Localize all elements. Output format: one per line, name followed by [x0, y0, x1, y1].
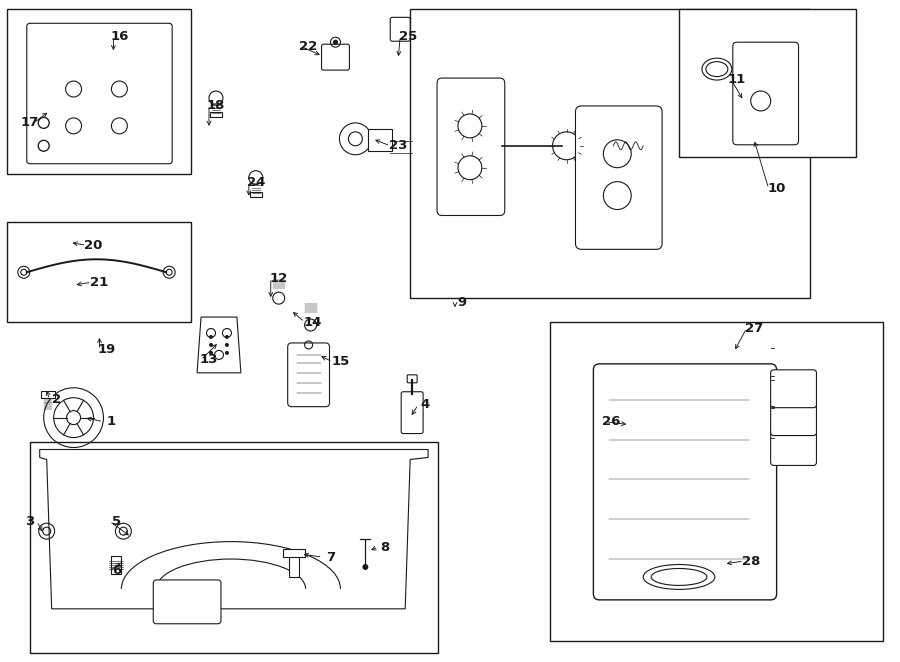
- FancyBboxPatch shape: [770, 398, 816, 436]
- Bar: [210, 112, 222, 117]
- FancyBboxPatch shape: [407, 375, 417, 383]
- Circle shape: [363, 564, 368, 570]
- FancyBboxPatch shape: [27, 23, 172, 164]
- Polygon shape: [197, 317, 241, 373]
- Circle shape: [225, 343, 229, 347]
- Bar: [30, 442, 438, 653]
- Text: 26: 26: [602, 415, 620, 428]
- FancyBboxPatch shape: [321, 44, 349, 70]
- FancyBboxPatch shape: [593, 364, 777, 600]
- Text: 12: 12: [270, 271, 288, 285]
- FancyBboxPatch shape: [391, 17, 410, 41]
- Circle shape: [209, 343, 213, 347]
- Text: 22: 22: [300, 40, 318, 53]
- Text: 23: 23: [389, 139, 408, 152]
- Bar: [368, 129, 392, 151]
- Text: 5: 5: [112, 514, 121, 528]
- Text: 16: 16: [110, 30, 129, 43]
- Bar: [587, 108, 594, 116]
- Bar: [250, 191, 262, 197]
- Bar: [289, 553, 299, 577]
- Text: 1: 1: [107, 415, 116, 428]
- Text: 4: 4: [420, 398, 429, 411]
- Text: 25: 25: [399, 30, 418, 43]
- Bar: [603, 139, 608, 153]
- Text: 7: 7: [326, 551, 335, 563]
- Text: 3: 3: [25, 514, 34, 528]
- Text: 24: 24: [247, 176, 265, 189]
- Bar: [7, 222, 191, 322]
- FancyBboxPatch shape: [401, 392, 423, 434]
- Text: 19: 19: [97, 344, 115, 356]
- Text: 17: 17: [21, 117, 39, 129]
- Bar: [410, 9, 811, 298]
- Text: 8: 8: [381, 541, 390, 553]
- Text: 28: 28: [742, 555, 760, 567]
- FancyBboxPatch shape: [575, 106, 662, 250]
- Bar: [550, 322, 883, 641]
- Text: 14: 14: [303, 316, 322, 328]
- Bar: [40, 391, 55, 398]
- Bar: [112, 556, 122, 574]
- FancyBboxPatch shape: [437, 78, 505, 216]
- Circle shape: [225, 351, 229, 355]
- Text: 27: 27: [744, 322, 763, 334]
- Circle shape: [334, 40, 338, 44]
- Circle shape: [209, 351, 213, 355]
- Bar: [7, 9, 191, 173]
- Text: 6: 6: [112, 565, 121, 577]
- FancyBboxPatch shape: [288, 343, 329, 406]
- Text: 2: 2: [52, 393, 61, 406]
- FancyBboxPatch shape: [770, 428, 816, 465]
- Text: 18: 18: [207, 99, 225, 113]
- Text: 20: 20: [85, 239, 103, 252]
- FancyBboxPatch shape: [733, 42, 798, 145]
- Text: 15: 15: [331, 355, 349, 368]
- Circle shape: [225, 335, 229, 339]
- Text: 10: 10: [768, 182, 786, 195]
- Polygon shape: [40, 449, 428, 609]
- Text: 21: 21: [90, 275, 109, 289]
- FancyBboxPatch shape: [770, 370, 816, 408]
- Circle shape: [209, 335, 213, 339]
- Text: 13: 13: [200, 354, 218, 366]
- Text: 11: 11: [728, 73, 746, 85]
- Bar: [590, 141, 598, 151]
- Text: 9: 9: [457, 296, 466, 308]
- FancyBboxPatch shape: [153, 580, 221, 624]
- Bar: [283, 549, 304, 557]
- Bar: [679, 9, 856, 157]
